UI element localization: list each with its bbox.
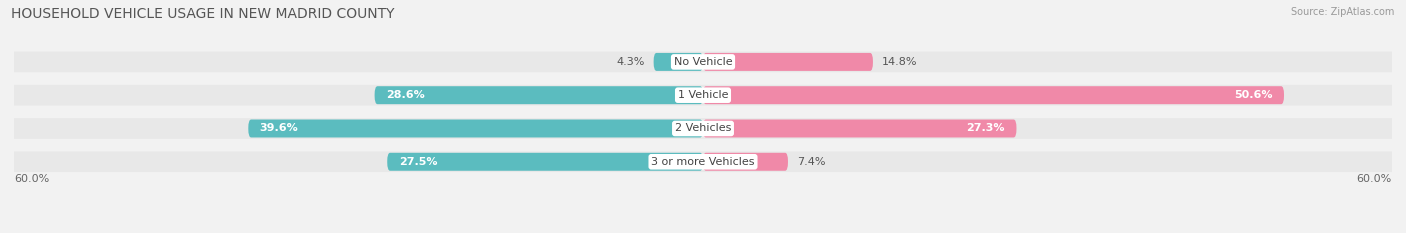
Text: No Vehicle: No Vehicle	[673, 57, 733, 67]
Text: 4.3%: 4.3%	[616, 57, 644, 67]
Text: 7.4%: 7.4%	[797, 157, 825, 167]
FancyBboxPatch shape	[387, 153, 703, 171]
Text: 27.3%: 27.3%	[966, 123, 1005, 134]
Text: 28.6%: 28.6%	[387, 90, 425, 100]
Text: 3 or more Vehicles: 3 or more Vehicles	[651, 157, 755, 167]
Text: HOUSEHOLD VEHICLE USAGE IN NEW MADRID COUNTY: HOUSEHOLD VEHICLE USAGE IN NEW MADRID CO…	[11, 7, 395, 21]
Text: 2 Vehicles: 2 Vehicles	[675, 123, 731, 134]
FancyBboxPatch shape	[703, 53, 873, 71]
FancyBboxPatch shape	[8, 51, 1398, 72]
FancyBboxPatch shape	[703, 86, 1284, 104]
FancyBboxPatch shape	[8, 85, 1398, 106]
Text: 39.6%: 39.6%	[260, 123, 298, 134]
FancyBboxPatch shape	[249, 120, 703, 137]
Text: 1 Vehicle: 1 Vehicle	[678, 90, 728, 100]
Text: Source: ZipAtlas.com: Source: ZipAtlas.com	[1291, 7, 1395, 17]
Text: 50.6%: 50.6%	[1234, 90, 1272, 100]
Text: 27.5%: 27.5%	[399, 157, 437, 167]
FancyBboxPatch shape	[703, 153, 787, 171]
Text: 14.8%: 14.8%	[882, 57, 918, 67]
FancyBboxPatch shape	[654, 53, 703, 71]
Text: 60.0%: 60.0%	[14, 174, 49, 184]
FancyBboxPatch shape	[703, 120, 1017, 137]
FancyBboxPatch shape	[8, 151, 1398, 172]
FancyBboxPatch shape	[8, 118, 1398, 139]
FancyBboxPatch shape	[374, 86, 703, 104]
Text: 60.0%: 60.0%	[1357, 174, 1392, 184]
